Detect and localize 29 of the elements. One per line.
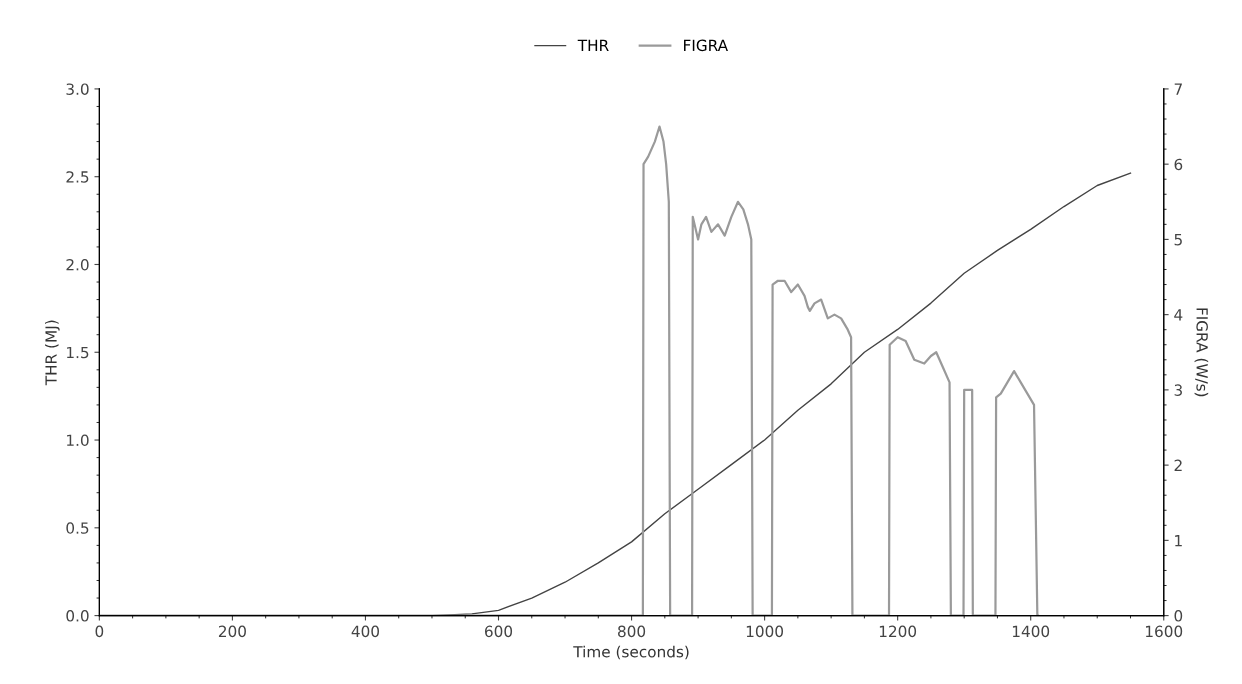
x-tick-label: 1200 [879, 625, 917, 638]
x-tick-label: 800 [618, 625, 646, 638]
x-tick-label: 0 [95, 625, 104, 638]
x-tick-label: 600 [484, 625, 513, 638]
x-tick-label: 1600 [1145, 625, 1183, 638]
y2-tick-label: 5 [1174, 234, 1182, 246]
y2-axis-title: FIGRA (W/s) [1194, 308, 1209, 397]
y-tick-label: 1.5 [67, 346, 89, 359]
y-tick-label: 2.0 [66, 258, 89, 271]
y2-tick-label: 1 [1175, 535, 1182, 547]
legend-label: FIGRA [684, 39, 728, 52]
x-tick-label: 1400 [1012, 625, 1050, 638]
y2-tick-label: 6 [1174, 158, 1183, 171]
y-tick-label: 1.0 [67, 434, 89, 447]
legend-label: THR [577, 39, 609, 51]
y2-tick-label: 3 [1174, 384, 1182, 396]
x-tick-label: 200 [218, 625, 246, 638]
x-tick-label: 400 [351, 625, 380, 638]
x-tick-label: 1000 [746, 625, 784, 638]
y2-tick-label: 2 [1174, 459, 1182, 471]
y-tick-label: 2.5 [66, 171, 89, 183]
y-tick-label: 3.0 [66, 83, 89, 95]
y2-tick-label: 4 [1174, 309, 1183, 321]
y-axis-title: THR (MJ) [45, 320, 60, 386]
y2-tick-label: 0 [1174, 610, 1183, 622]
y-tick-label: 0.5 [66, 522, 89, 534]
x-axis-title: Time (seconds) [573, 645, 689, 660]
y2-tick-label: 7 [1174, 83, 1182, 95]
y-tick-label: 0.0 [66, 610, 89, 622]
